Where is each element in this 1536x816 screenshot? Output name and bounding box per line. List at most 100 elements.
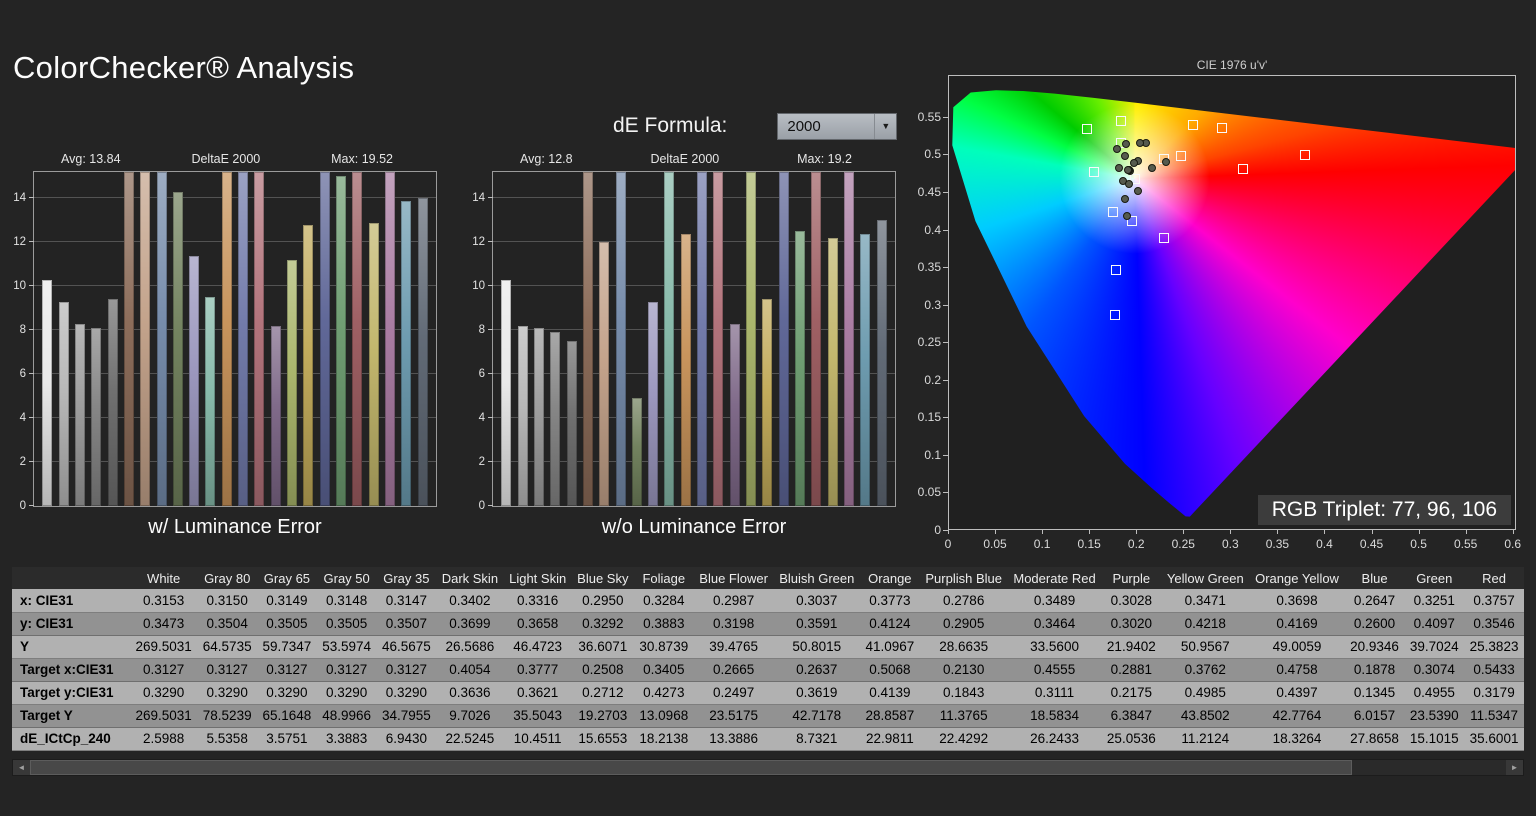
scrollbar-thumb[interactable] xyxy=(30,760,1352,775)
table-cell: 0.3147 xyxy=(376,589,437,613)
cie-diagram-title: CIE 1976 u'v' xyxy=(1196,58,1268,72)
table-cell: 20.9346 xyxy=(1344,635,1405,659)
gridline xyxy=(34,417,436,419)
bar-moderate-red xyxy=(254,172,265,506)
table-cell: 0.2497 xyxy=(693,681,774,705)
y-axis-tick xyxy=(943,229,948,231)
table-cell: 0.3773 xyxy=(860,589,920,613)
bar-gray-80 xyxy=(517,325,528,506)
x-axis-label: 0.1 xyxy=(1033,537,1051,551)
gridline xyxy=(493,329,895,331)
target-marker-red xyxy=(1299,150,1310,161)
y-axis-tick xyxy=(29,505,34,506)
y-axis-label: 12 xyxy=(472,236,485,249)
row-label: y: CIE31 xyxy=(12,612,130,636)
table-cell: 0.2600 xyxy=(1344,612,1405,636)
table-cell: 0.3762 xyxy=(1161,658,1250,682)
y-axis-tick xyxy=(488,461,493,463)
table-cell: 0.3127 xyxy=(376,658,437,682)
row-label: Y xyxy=(12,635,130,659)
de-formula-selected-value: 2000 xyxy=(787,117,821,135)
cie-y-axis: 0 0.05 0.1 0.15 0.2 0.25 0.3 0.35 0.4 0.45 0.5 0.55 xyxy=(907,75,941,537)
target-marker-purplish-blue xyxy=(1110,264,1121,275)
y-axis-tick xyxy=(488,285,493,287)
table-cell: 5.5358 xyxy=(197,727,258,751)
y-axis-tick xyxy=(29,197,34,199)
table-cell: 0.3505 xyxy=(316,612,377,636)
x-axis-tick xyxy=(995,530,997,534)
scroll-right-button[interactable]: ► xyxy=(1506,760,1523,775)
y-axis-tick xyxy=(943,267,948,269)
table-cell: 28.8587 xyxy=(860,704,920,728)
table-cell: 50.9567 xyxy=(1161,635,1250,659)
table-cell: 65.1648 xyxy=(257,704,317,728)
table-cell: 19.2703 xyxy=(571,704,634,728)
page-title: ColorChecker® Analysis xyxy=(13,50,355,85)
de-formula-control: dE Formula: 2000 ▼ xyxy=(613,112,898,140)
scrollbar-track[interactable]: ◄ ► xyxy=(12,759,1524,776)
column-header-gray-80: Gray 80 xyxy=(197,567,258,589)
y-axis-tick xyxy=(488,197,493,199)
table-row-de-ictcp-240: dE_ICtCp_240 2.5988 5.5358 3.5751 3.3883 6.94… xyxy=(12,727,1524,751)
table-cell: 18.5834 xyxy=(1007,704,1102,728)
table-cell: 0.4555 xyxy=(1007,658,1102,682)
scroll-left-button[interactable]: ◄ xyxy=(13,760,30,775)
table-cell: 269.5031 xyxy=(130,704,198,728)
table-cell: 22.4292 xyxy=(919,727,1008,751)
y-axis-label: 4 xyxy=(19,412,26,425)
column-header-dark-skin: Dark Skin xyxy=(436,567,504,589)
bar-gray-65 xyxy=(74,323,85,506)
table-cell: 0.2987 xyxy=(693,589,774,613)
x-axis-tick xyxy=(1042,530,1044,534)
table-cell: 0.3546 xyxy=(1464,612,1524,636)
gridline xyxy=(34,373,436,375)
target-marker-dark-skin xyxy=(1176,150,1187,161)
measured-marker-light-skin xyxy=(1129,158,1138,167)
table-cell: 0.4124 xyxy=(860,612,920,636)
cie-y-axis-ticks xyxy=(943,75,948,531)
table-cell: 23.5175 xyxy=(693,704,774,728)
y-axis-tick xyxy=(943,191,948,193)
table-cell: 0.3402 xyxy=(436,589,504,613)
bar-bluish-green xyxy=(205,297,216,506)
table-cell: 48.9966 xyxy=(316,704,377,728)
gridline xyxy=(34,285,436,287)
bar-blue-sky xyxy=(156,172,167,506)
y-axis-label: 0.45 xyxy=(917,184,941,199)
bar-light-skin xyxy=(599,242,610,506)
x-axis-label: 0.55 xyxy=(1453,537,1478,551)
bar-foliage xyxy=(172,191,183,506)
column-header-white: White xyxy=(130,567,198,589)
column-header-light-skin: Light Skin xyxy=(503,567,572,589)
y-axis-tick xyxy=(29,285,34,287)
bar-orange xyxy=(680,233,691,506)
x-axis-label: 0.4 xyxy=(1316,537,1333,551)
table-cell: 3.5751 xyxy=(257,727,317,751)
target-marker-gray-35 xyxy=(1129,173,1140,184)
table-cell: 0.3179 xyxy=(1464,681,1524,705)
de-formula-dropdown[interactable]: 2000 ▼ xyxy=(777,112,898,140)
bar-yellow xyxy=(368,222,379,506)
x-axis-tick xyxy=(1324,530,1326,534)
row-label: dE_ICtCp_240 xyxy=(12,727,130,751)
table-cell: 0.3149 xyxy=(257,589,317,613)
x-axis-label: 0.05 xyxy=(983,537,1007,551)
y-axis-label: 0.4 xyxy=(924,222,941,237)
bar-plot: 0 2 4 6 8 10 12 14 xyxy=(13,171,437,512)
y-axis-tick xyxy=(29,241,34,243)
table-cell: 18.3264 xyxy=(1249,727,1345,751)
table-cell: 0.3127 xyxy=(257,658,317,682)
table-cell: 28.6635 xyxy=(919,635,1008,659)
table-cell: 0.3153 xyxy=(130,589,198,613)
table-cell: 36.6071 xyxy=(571,635,634,659)
chart-avg-label: Avg: 13.84 xyxy=(61,152,121,166)
x-axis-label: 0.6 xyxy=(1504,537,1522,551)
target-marker-blue-sky xyxy=(1107,206,1118,217)
table-header-row: White Gray 80 Gray 65 Gray 50 Gray 35 Dark Sk… xyxy=(12,567,1524,589)
delta-e-chart-with-luminance: Avg: 13.84 DeltaE 2000 Max: 19.52 0 2 4 6 8 1… xyxy=(13,152,437,539)
chart-header: Avg: 13.84 DeltaE 2000 Max: 19.52 xyxy=(33,152,437,169)
table-row-y-cie31: y: CIE31 0.3473 0.3504 0.3505 0.3505 0.3507 0.… xyxy=(12,612,1524,636)
table-cell: 0.3658 xyxy=(503,612,572,636)
column-header-yellow-green: Yellow Green xyxy=(1161,567,1250,589)
table-cell: 0.3020 xyxy=(1101,612,1162,636)
